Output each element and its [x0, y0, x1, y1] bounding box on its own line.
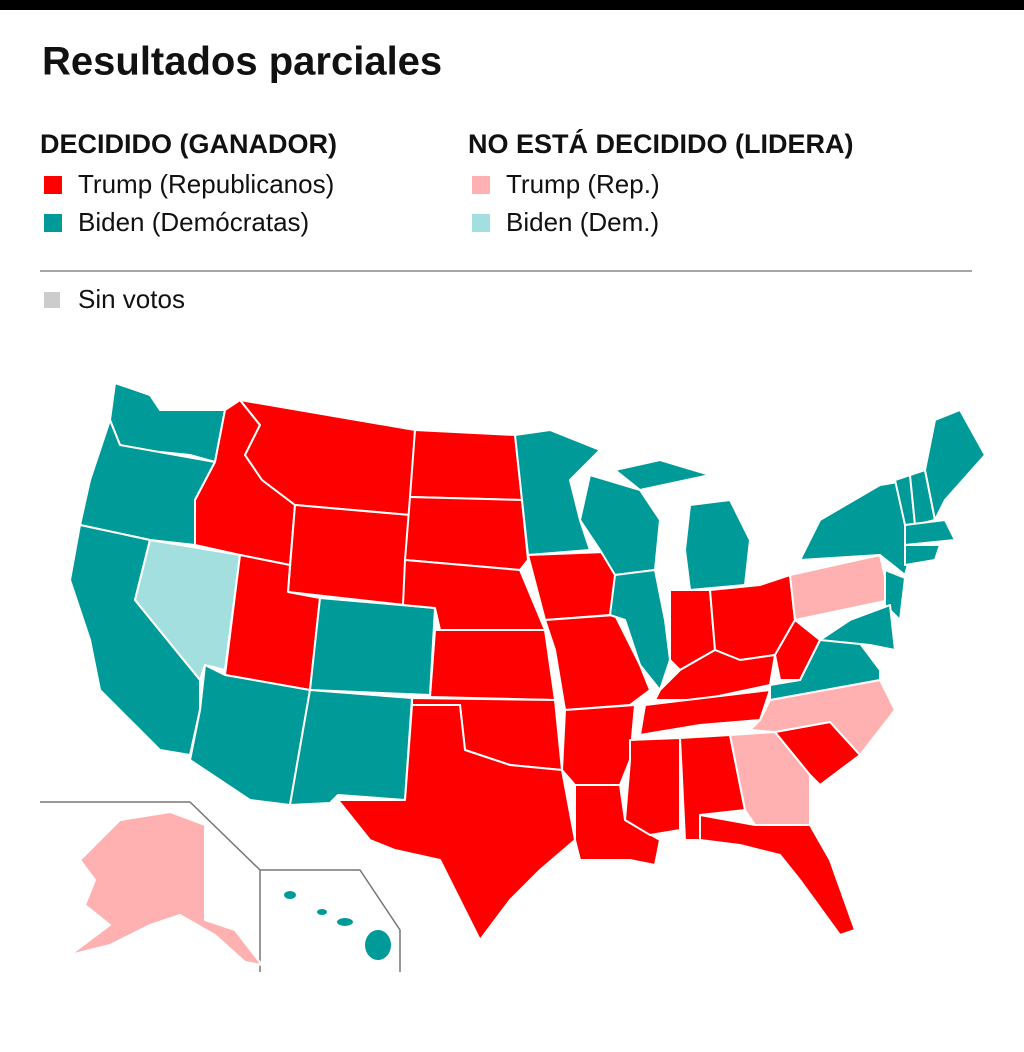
- title: Resultados parciales: [42, 40, 442, 84]
- region: [404, 496, 529, 571]
- legend-label: Biden (Dem.): [506, 207, 659, 237]
- region: [684, 499, 751, 591]
- map: [40, 382, 986, 972]
- legend-swatch: [44, 292, 60, 308]
- region: [337, 704, 576, 941]
- region: [639, 689, 771, 736]
- legend-swatch: [472, 214, 490, 232]
- legend-heading: DECIDIDO (GANADOR): [40, 129, 337, 159]
- region: [574, 784, 661, 866]
- region: [904, 519, 956, 546]
- region: [614, 459, 711, 491]
- legend-swatch: [44, 214, 62, 232]
- region: [749, 679, 896, 756]
- region: [69, 811, 263, 966]
- region: [624, 737, 681, 836]
- region: [363, 928, 393, 962]
- region: [287, 504, 411, 606]
- region: [544, 614, 651, 711]
- legend-label: Trump (Rep.): [506, 169, 660, 199]
- region: [289, 689, 413, 806]
- legend-label: Sin votos: [78, 284, 185, 314]
- region: [335, 916, 355, 928]
- legend-label: Trump (Republicanos): [78, 169, 334, 199]
- region: [309, 597, 436, 696]
- top-bar: [0, 0, 1024, 10]
- region: [924, 409, 986, 521]
- region: [315, 907, 329, 917]
- legend-swatch: [472, 176, 490, 194]
- region: [189, 664, 311, 806]
- region: [699, 814, 856, 936]
- region: [282, 889, 298, 901]
- region: [561, 704, 636, 786]
- legend-label: Biden (Demócratas): [78, 207, 309, 237]
- region: [774, 619, 821, 681]
- inset-border: [260, 869, 401, 972]
- inset-border: [40, 801, 261, 972]
- region: [819, 604, 896, 651]
- region: [409, 429, 523, 501]
- region: [429, 629, 556, 701]
- legend-swatch: [44, 176, 62, 194]
- legend-heading: NO ESTÁ DECIDIDO (LIDERA): [468, 128, 854, 159]
- region: [904, 544, 941, 566]
